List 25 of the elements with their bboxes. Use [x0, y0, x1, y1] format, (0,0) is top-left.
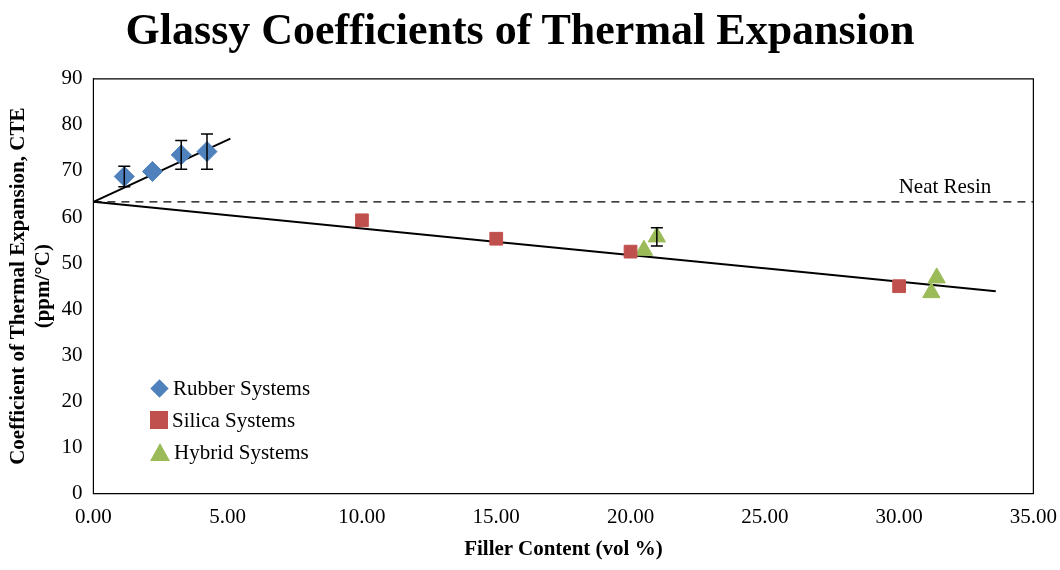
x-tick-label: 35.00	[1009, 503, 1057, 528]
x-tick-label: 30.00	[875, 503, 923, 528]
chart-title: Glassy Coefficients of Thermal Expansion	[125, 4, 915, 54]
x-tick-label: 0.00	[75, 503, 112, 528]
y-tick-label: 0	[71, 480, 83, 505]
y-tick-label: 80	[61, 111, 83, 136]
legend-label: Silica Systems	[172, 407, 296, 434]
x-tick-label: 20.00	[606, 503, 655, 528]
y-tick-label: 50	[61, 249, 83, 274]
x-axis-title: Filler Content (vol %)	[464, 535, 663, 560]
y-tick-label: 90	[61, 65, 83, 90]
y-tick-label: 40	[61, 295, 83, 320]
y-axis-title: Coefficient of Thermal Expansion, CTE (ppm/°C)	[5, 107, 55, 465]
y-tick-label: 30	[61, 341, 83, 366]
x-tick-label: 10.00	[338, 503, 386, 528]
x-tick-label: 25.00	[741, 503, 789, 528]
x-tick-label: 5.00	[209, 503, 247, 528]
y-tick-label: 70	[61, 157, 83, 182]
x-tick-label: 15.00	[472, 503, 520, 528]
legend-label: Hybrid Systems	[174, 439, 309, 466]
legend-label: Rubber Systems	[173, 375, 311, 402]
y-tick-label: 20	[61, 387, 83, 412]
y-tick-label: 60	[61, 203, 83, 228]
y-tick-label: 10	[61, 434, 83, 459]
ref-line-label: Neat Resin	[898, 173, 992, 198]
